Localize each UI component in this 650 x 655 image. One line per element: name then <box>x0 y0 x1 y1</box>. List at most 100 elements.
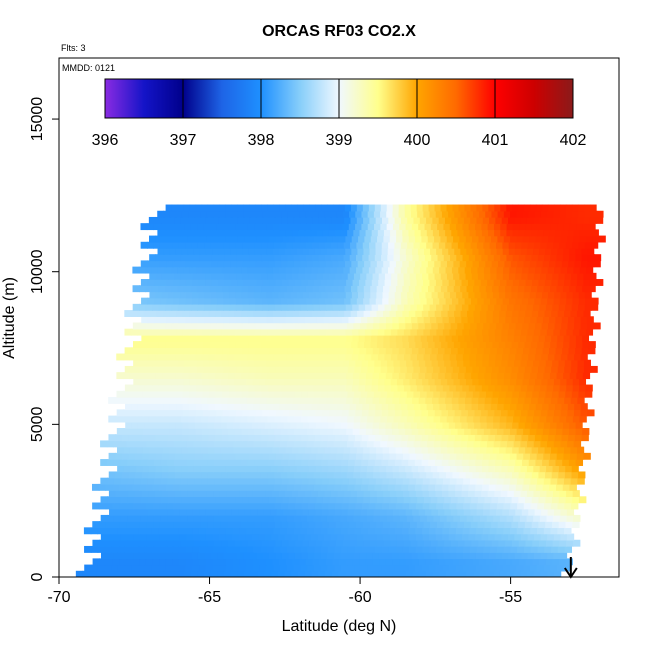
field-cell <box>246 545 254 553</box>
field-cell <box>180 521 188 529</box>
field-cell <box>300 303 308 311</box>
field-cell <box>466 415 474 423</box>
field-cell <box>463 452 471 460</box>
field-cell <box>198 260 206 268</box>
field-cell <box>304 446 313 454</box>
field-cell <box>347 459 356 466</box>
field-cell <box>212 229 220 237</box>
field-cell <box>315 477 323 485</box>
field-cell <box>188 372 196 380</box>
field-cell <box>259 403 267 411</box>
field-cell <box>343 403 351 411</box>
field-cell <box>219 204 227 212</box>
field-cell <box>189 347 198 355</box>
field-cell <box>505 285 513 293</box>
field-cell <box>330 266 338 274</box>
field-cell <box>358 570 367 577</box>
field-cell <box>300 347 309 355</box>
field-cell <box>440 440 448 448</box>
field-cell <box>191 334 198 342</box>
field-cell <box>143 428 151 435</box>
field-cell <box>434 483 443 491</box>
field-cell <box>234 372 242 380</box>
field-cell <box>451 347 459 355</box>
field-cell <box>503 210 511 218</box>
field-cell <box>564 502 572 510</box>
field-cell <box>461 459 470 466</box>
field-cell <box>262 409 270 417</box>
field-cell <box>201 421 209 429</box>
field-cell <box>481 254 489 262</box>
field-cell <box>224 229 232 237</box>
field-cell <box>461 421 469 429</box>
field-cell <box>456 254 464 262</box>
field-cell <box>583 452 591 460</box>
field-cell <box>569 223 577 231</box>
field-cell <box>219 210 227 218</box>
field-cell <box>151 266 159 274</box>
field-cell <box>210 365 218 373</box>
field-cell <box>318 310 326 317</box>
field-cell <box>223 552 231 560</box>
field-cell <box>212 533 220 541</box>
field-cell <box>358 328 366 336</box>
field-cell <box>269 322 277 330</box>
field-cell <box>143 328 152 336</box>
field-cell <box>508 247 516 255</box>
field-cell <box>195 452 203 460</box>
field-cell <box>531 254 539 262</box>
field-cell <box>207 204 215 212</box>
field-cell <box>405 322 413 330</box>
field-cell <box>469 477 478 485</box>
field-cell <box>494 328 503 336</box>
field-cell <box>545 359 553 367</box>
field-cell <box>418 465 426 473</box>
field-cell <box>368 266 376 274</box>
field-cell <box>287 483 295 491</box>
field-cell <box>422 545 430 553</box>
field-cell <box>199 216 207 224</box>
field-cell <box>449 527 457 535</box>
field-cell <box>165 552 173 560</box>
field-cell <box>581 254 589 262</box>
field-cell <box>312 328 321 336</box>
field-cell <box>350 533 358 541</box>
field-cell <box>507 334 515 342</box>
field-cell <box>392 465 400 473</box>
field-cell <box>325 558 334 566</box>
field-cell <box>501 216 509 224</box>
field-cell <box>526 303 534 311</box>
field-cell <box>417 539 425 547</box>
field-cell <box>186 254 194 262</box>
field-cell <box>564 527 572 535</box>
field-cell <box>561 434 569 442</box>
field-cell <box>428 378 436 386</box>
field-cell <box>162 428 170 435</box>
field-cell <box>182 421 190 429</box>
field-cell <box>534 434 543 442</box>
field-cell <box>587 260 595 268</box>
field-cell <box>212 545 221 553</box>
field-cell <box>308 434 316 442</box>
field-cell <box>445 229 452 237</box>
field-cell <box>373 415 382 423</box>
field-cell <box>214 446 222 454</box>
field-cell <box>493 279 501 286</box>
field-cell <box>395 446 403 454</box>
field-cell <box>191 552 199 560</box>
field-cell <box>335 316 343 324</box>
field-cell <box>385 558 394 566</box>
field-cell <box>274 521 283 529</box>
field-cell <box>419 216 427 224</box>
field-cell <box>410 421 418 429</box>
field-cell <box>403 328 412 336</box>
field-cell <box>502 353 510 361</box>
field-cell <box>201 310 210 317</box>
field-cell <box>394 434 403 442</box>
field-cell <box>169 390 177 398</box>
field-cell <box>153 279 161 286</box>
field-cell <box>274 341 282 349</box>
field-cell <box>208 452 217 460</box>
field-cell <box>572 415 581 423</box>
field-cell <box>533 514 541 522</box>
